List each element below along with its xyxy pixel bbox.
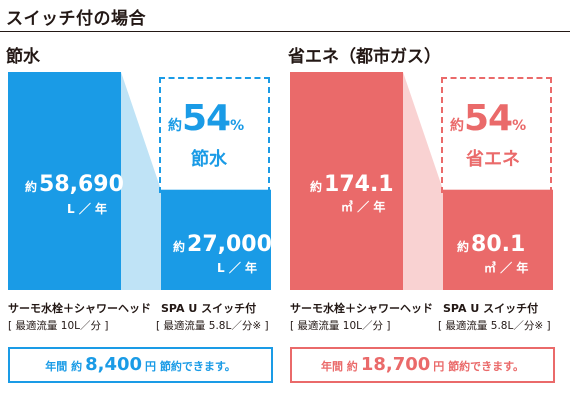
category-label-after: SPA U スイッチ付 bbox=[443, 302, 539, 315]
bar-after bbox=[443, 189, 553, 290]
bar-after-unit: ㎥ ／ 年 bbox=[484, 261, 529, 275]
category-label-after: SPA U スイッチ付 bbox=[161, 302, 257, 315]
saving-callout bbox=[441, 77, 552, 193]
category-sub-after: [ 最適流量 5.8L／分※ ] bbox=[438, 320, 551, 332]
saving-label: 省エネ bbox=[466, 149, 520, 170]
annual-saving-summary: 年間 約 18,700 円 節約できます。 bbox=[290, 347, 555, 383]
bar-before bbox=[290, 72, 403, 290]
bar-after-unit: L ／ 年 bbox=[217, 261, 258, 275]
category-sub-before: [ 最適流量 10L／分 ] bbox=[290, 320, 391, 332]
category-label-before: サーモ水栓＋シャワーヘッド bbox=[8, 302, 151, 315]
saving-percent: 約54% bbox=[450, 98, 527, 139]
category-sub-after: [ 最適流量 5.8L／分※ ] bbox=[156, 320, 269, 332]
category-label-before: サーモ水栓＋シャワーヘッド bbox=[290, 302, 433, 315]
bar-before-value: 約58,690 bbox=[25, 172, 124, 197]
bar-connector bbox=[403, 72, 443, 290]
bar-after-value: 約80.1 bbox=[457, 232, 526, 257]
category-sub-before: [ 最適流量 10L／分 ] bbox=[8, 320, 109, 332]
bar-before-unit: L ／ 年 bbox=[67, 202, 108, 216]
bar-before-value: 約174.1 bbox=[310, 172, 394, 197]
annual-saving-summary: 年間 約 8,400 円 節約できます。 bbox=[8, 347, 273, 383]
header-divider bbox=[0, 31, 570, 32]
saving-label: 節水 bbox=[191, 149, 227, 170]
chart-title-energy: 省エネ（都市ガス） bbox=[288, 47, 441, 67]
bar-after-value: 約27,000 bbox=[173, 232, 272, 257]
bar-before-unit: ㎥ ／ 年 bbox=[341, 200, 386, 214]
bar-before bbox=[8, 72, 121, 290]
page-title: スイッチ付の場合 bbox=[6, 9, 146, 29]
bar-connector bbox=[121, 72, 161, 290]
chart-title-water: 節水 bbox=[6, 47, 40, 67]
saving-percent: 約54% bbox=[168, 98, 245, 139]
saving-callout bbox=[159, 77, 270, 193]
bar-after bbox=[161, 189, 271, 290]
